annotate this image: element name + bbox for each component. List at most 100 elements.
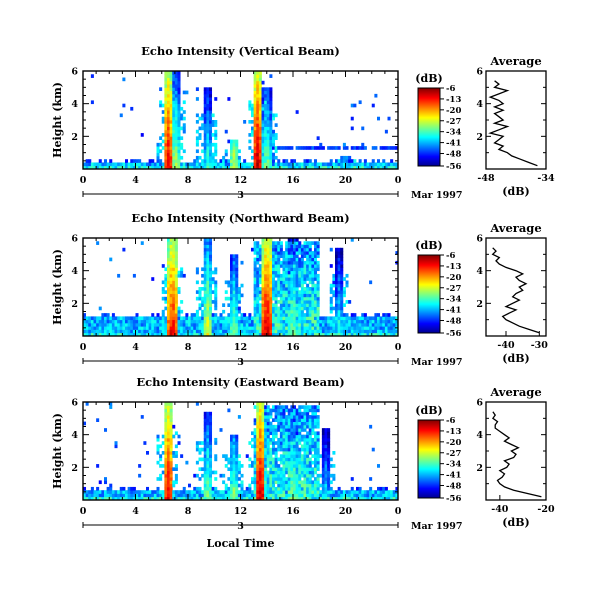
heatmap-cell <box>300 277 304 281</box>
heatmap-cell <box>290 405 294 409</box>
heatmap-cell <box>269 106 273 111</box>
heatmap-cell <box>395 329 399 334</box>
heatmap-cell <box>253 480 257 485</box>
heatmap-cell <box>203 155 207 160</box>
heatmap-cell <box>282 332 286 337</box>
heatmap-cell <box>308 464 312 468</box>
heatmap-cell <box>282 418 286 422</box>
heatmap-cell <box>253 490 257 494</box>
heatmap-cell <box>256 434 260 439</box>
heatmap-cell <box>298 464 302 468</box>
heatmap-cell <box>298 277 302 281</box>
heatmap-cell <box>266 238 270 242</box>
heatmap-cell <box>114 326 118 330</box>
heatmap-cell <box>308 428 312 432</box>
heatmap-cell <box>266 123 270 127</box>
heatmap-cell <box>285 483 289 488</box>
heatmap-cell <box>295 322 299 327</box>
heatmap-cell <box>227 159 231 163</box>
heatmap-cell <box>148 490 152 494</box>
heatmap-cell <box>90 74 94 78</box>
heatmap-cell <box>159 316 163 321</box>
heatmap-cell <box>253 322 257 327</box>
colorbar-tick-label: -27 <box>446 284 461 294</box>
heatmap-cell <box>258 444 262 449</box>
heatmap-cell <box>119 322 123 327</box>
heatmap-cell <box>314 254 318 258</box>
heatmap-cell <box>258 408 262 413</box>
heatmap-cell <box>272 241 276 245</box>
heatmap-cell <box>195 326 199 330</box>
heatmap-cell <box>356 319 360 324</box>
heatmap-cell <box>327 480 331 485</box>
heatmap-cell <box>185 162 189 167</box>
heatmap-cell <box>316 451 320 455</box>
heatmap-cell <box>232 460 236 465</box>
heatmap-cell <box>311 486 315 491</box>
heatmap-cell <box>130 106 134 111</box>
heatmap-cell <box>264 283 268 288</box>
heatmap-cell <box>235 447 239 452</box>
heatmap-cell <box>214 146 218 150</box>
heatmap-cell <box>316 441 320 445</box>
heatmap-cell <box>282 296 286 301</box>
heatmap-cell <box>340 280 344 285</box>
heatmap-cell <box>392 146 396 150</box>
heatmap-cell <box>256 322 260 327</box>
heatmap-cell <box>222 332 226 337</box>
heatmap-cell <box>232 477 236 481</box>
heatmap-cell <box>272 306 276 311</box>
heatmap-cell <box>324 464 328 468</box>
heatmap-cell <box>274 270 278 275</box>
heatmap-cell <box>172 493 176 498</box>
heatmap-cell <box>337 273 341 278</box>
heatmap-cell <box>277 267 281 272</box>
heatmap-cell <box>177 322 181 327</box>
heatmap-cell <box>293 460 297 465</box>
heatmap-cell <box>287 309 291 314</box>
heatmap-cell <box>293 251 297 255</box>
heatmap-cell <box>295 300 299 304</box>
heatmap-cell <box>300 447 304 452</box>
heatmap-cell <box>314 303 318 307</box>
heatmap-cell <box>390 165 394 170</box>
heatmap-cell <box>371 165 375 170</box>
heatmap-cell <box>156 155 160 160</box>
heatmap-cell <box>169 280 173 285</box>
heatmap-cell <box>219 319 223 324</box>
heatmap-cell <box>164 133 168 137</box>
heatmap-cell <box>214 97 218 101</box>
heatmap-cell <box>174 326 178 330</box>
heatmap-cell <box>287 319 291 324</box>
heatmap-cell <box>287 260 291 265</box>
heatmap-cell <box>214 142 218 147</box>
heatmap-cell <box>253 300 257 304</box>
y-axis-title: Height (km) <box>51 249 64 325</box>
heatmap-cell <box>369 280 373 285</box>
heatmap-cell <box>308 322 312 327</box>
heatmap-cell <box>350 326 354 330</box>
heatmap-cell <box>384 326 388 330</box>
heatmap-cell <box>174 149 178 154</box>
heatmap-cell <box>88 329 92 334</box>
heatmap-cell <box>83 496 87 501</box>
heatmap-cell <box>174 84 178 88</box>
heatmap-cell <box>174 329 178 334</box>
heatmap-cell <box>392 493 396 498</box>
x-tick-label: 12 <box>234 506 247 517</box>
heatmap-cell <box>290 247 294 252</box>
heatmap-cell <box>164 467 168 471</box>
heatmap-cell <box>101 490 105 494</box>
heatmap-cell <box>198 287 202 291</box>
heatmap-cell <box>390 490 394 494</box>
heatmap-cell <box>167 444 171 449</box>
heatmap-cell <box>237 329 241 334</box>
heatmap-cell <box>172 332 176 337</box>
heatmap-cell <box>269 454 273 458</box>
heatmap-cell <box>266 267 270 272</box>
heatmap-cell <box>337 329 341 334</box>
heatmap-cell <box>258 464 262 468</box>
heatmap-cell <box>264 490 268 494</box>
heatmap-cell <box>198 136 202 140</box>
heatmap-cell <box>384 313 388 317</box>
